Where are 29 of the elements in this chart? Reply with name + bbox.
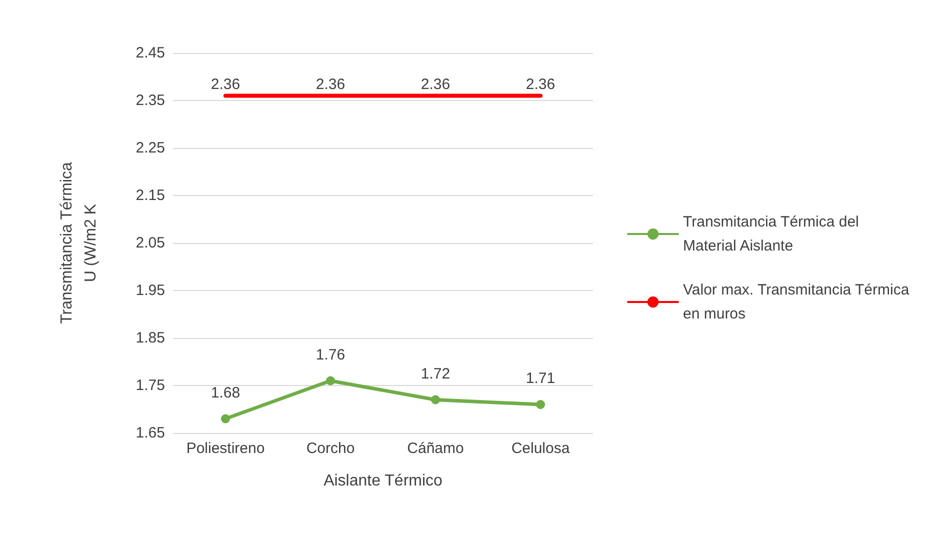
data-label: 2.36 bbox=[526, 76, 556, 93]
y-axis-title: Transmitancia Térmica U (W/m2 K bbox=[58, 162, 100, 324]
x-tick-label: Cáñamo bbox=[407, 440, 464, 457]
data-label: 1.71 bbox=[526, 370, 556, 387]
point bbox=[536, 400, 545, 409]
y-tick-label: 1.75 bbox=[136, 377, 165, 394]
legend-label: Valor max. Transmitancia Térmica en muros bbox=[683, 282, 914, 322]
data-label: 1.76 bbox=[316, 346, 346, 364]
x-tick-label: Celulosa bbox=[511, 440, 570, 457]
data-label: 2.36 bbox=[420, 76, 450, 93]
data-label: 2.36 bbox=[210, 76, 240, 93]
data-label: 1.72 bbox=[420, 365, 450, 382]
data-label: 1.68 bbox=[210, 384, 240, 402]
x-axis-title: Aislante Térmico bbox=[324, 472, 443, 490]
y-tick-label: 2.05 bbox=[136, 234, 165, 252]
y-tick-label: 2.45 bbox=[136, 44, 165, 62]
y-tick-label: 1.95 bbox=[136, 282, 165, 299]
y-tick-label: 1.65 bbox=[136, 424, 165, 442]
point bbox=[326, 376, 335, 386]
x-tick-label: Poliestireno bbox=[186, 440, 265, 457]
point bbox=[431, 395, 440, 404]
data-label: 2.36 bbox=[316, 76, 346, 93]
point bbox=[221, 414, 230, 424]
y-tick-label: 2.15 bbox=[136, 187, 165, 204]
legend-label: Transmitancia Térmica del Material Aislante bbox=[683, 214, 864, 254]
y-tick-label: 1.85 bbox=[136, 330, 165, 346]
x-tick-label: Corcho bbox=[306, 440, 355, 457]
y-tick-label: 2.25 bbox=[136, 140, 165, 156]
y-tick-label: 2.35 bbox=[136, 92, 165, 109]
